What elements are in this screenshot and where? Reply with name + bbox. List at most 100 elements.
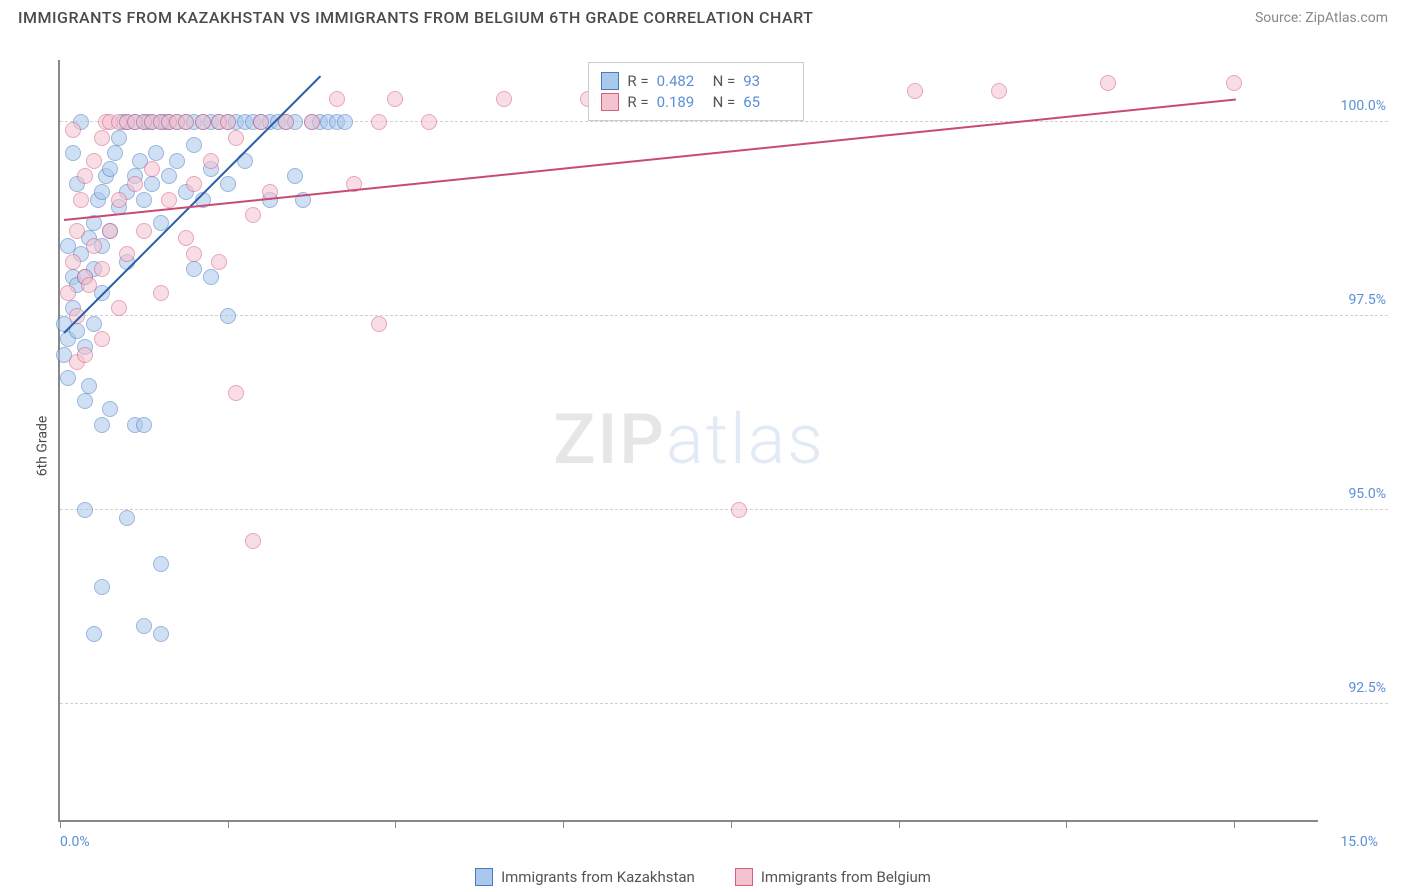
data-point — [731, 502, 747, 518]
r-label: R = — [627, 93, 648, 111]
data-point — [65, 145, 81, 161]
data-point — [329, 91, 345, 107]
data-point — [136, 223, 152, 239]
watermark-zip: ZIP — [553, 399, 666, 481]
source-label: Source: ZipAtlas.com — [1255, 10, 1388, 26]
legend-label-belgium: Immigrants from Belgium — [761, 868, 931, 886]
n-label: N = — [713, 93, 736, 111]
data-point — [144, 161, 160, 177]
data-point — [169, 153, 185, 169]
data-point — [94, 331, 110, 347]
data-point — [496, 91, 512, 107]
data-point — [127, 176, 143, 192]
data-point — [144, 176, 160, 192]
data-point — [153, 626, 169, 642]
data-point — [195, 114, 211, 130]
data-point — [94, 261, 110, 277]
data-point — [81, 277, 97, 293]
plot-region: ZIPatlas 92.5%95.0%97.5%100.0%0.0%15.0%R… — [58, 60, 1318, 822]
data-point — [153, 285, 169, 301]
data-point — [86, 316, 102, 332]
data-point — [73, 192, 89, 208]
data-point — [77, 393, 93, 409]
x-tick — [1066, 820, 1067, 828]
data-point — [186, 246, 202, 262]
data-point — [186, 176, 202, 192]
x-tick-label: 15.0% — [1340, 834, 1378, 850]
data-point — [161, 168, 177, 184]
data-point — [245, 533, 261, 549]
data-point — [94, 417, 110, 433]
stats-legend-row: R =0.482N =93 — [601, 72, 791, 90]
data-point — [94, 579, 110, 595]
data-point — [178, 230, 194, 246]
data-point — [77, 168, 93, 184]
data-point — [337, 114, 353, 130]
x-tick — [60, 820, 61, 828]
swatch-belgium — [735, 868, 753, 886]
x-tick-label: 0.0% — [60, 834, 90, 850]
data-point — [136, 417, 152, 433]
n-label: N = — [713, 72, 736, 90]
data-point — [211, 254, 227, 270]
data-point — [65, 122, 81, 138]
data-point — [102, 161, 118, 177]
data-point — [111, 130, 127, 146]
data-point — [102, 223, 118, 239]
data-point — [907, 83, 923, 99]
y-tick-label: 97.5% — [1348, 292, 1386, 308]
data-point — [371, 316, 387, 332]
data-point — [203, 269, 219, 285]
data-point — [203, 153, 219, 169]
y-tick-label: 95.0% — [1348, 486, 1386, 502]
data-point — [148, 145, 164, 161]
legend-item-kazakhstan: Immigrants from Kazakhstan — [475, 868, 695, 886]
y-tick-label: 92.5% — [1348, 680, 1386, 696]
watermark-atlas: atlas — [666, 399, 825, 481]
data-point — [60, 370, 76, 386]
data-point — [94, 130, 110, 146]
data-point — [421, 114, 437, 130]
data-point — [220, 114, 236, 130]
data-point — [102, 401, 118, 417]
x-tick — [395, 820, 396, 828]
x-tick — [899, 820, 900, 828]
gridline — [60, 509, 1388, 510]
stats-legend-row: R =0.189N =65 — [601, 93, 791, 111]
data-point — [111, 192, 127, 208]
data-point — [1226, 75, 1242, 91]
data-point — [77, 502, 93, 518]
watermark: ZIPatlas — [553, 399, 825, 481]
gridline — [60, 703, 1388, 704]
data-point — [65, 254, 81, 270]
legend-label-kazakhstan: Immigrants from Kazakhstan — [501, 868, 695, 886]
stats-legend: R =0.482N =93R =0.189N =65 — [588, 62, 804, 121]
data-point — [220, 308, 236, 324]
r-value: 0.482 — [657, 72, 705, 90]
data-point — [387, 91, 403, 107]
y-tick-label: 100.0% — [1341, 98, 1386, 114]
data-point — [1100, 75, 1116, 91]
y-axis-label: 6th Grade — [34, 416, 50, 477]
data-point — [161, 192, 177, 208]
data-point — [245, 207, 261, 223]
data-point — [86, 238, 102, 254]
n-value: 65 — [743, 93, 791, 111]
data-point — [991, 83, 1007, 99]
legend-item-belgium: Immigrants from Belgium — [735, 868, 931, 886]
x-tick — [1234, 820, 1235, 828]
chart-title: IMMIGRANTS FROM KAZAKHSTAN VS IMMIGRANTS… — [18, 8, 813, 27]
data-point — [136, 192, 152, 208]
data-point — [111, 300, 127, 316]
chart-area: 6th Grade ZIPatlas 92.5%95.0%97.5%100.0%… — [18, 40, 1388, 852]
data-point — [228, 385, 244, 401]
data-point — [107, 145, 123, 161]
swatch-kazakhstan — [475, 868, 493, 886]
data-point — [153, 556, 169, 572]
data-point — [94, 184, 110, 200]
data-point — [119, 510, 135, 526]
data-point — [119, 246, 135, 262]
swatch — [601, 93, 619, 111]
data-point — [186, 261, 202, 277]
data-point — [69, 223, 85, 239]
